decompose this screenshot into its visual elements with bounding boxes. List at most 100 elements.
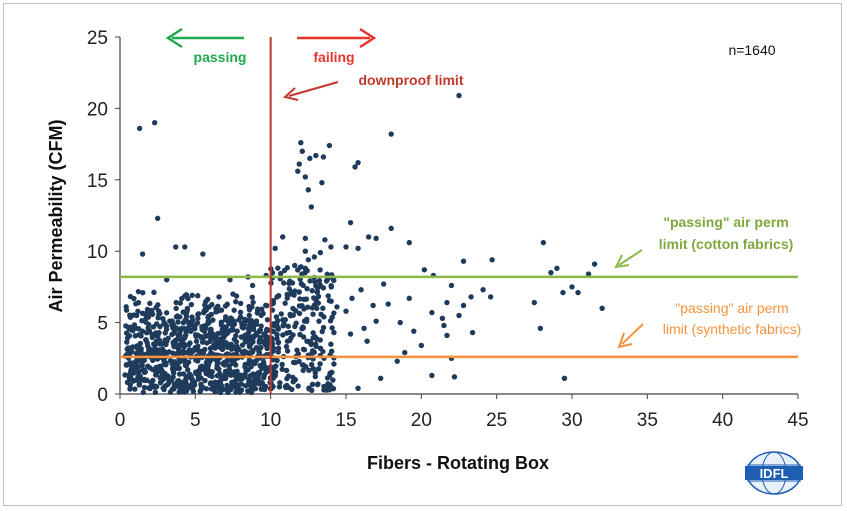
data-point xyxy=(124,339,130,345)
data-point xyxy=(260,385,266,392)
data-point xyxy=(250,359,256,365)
data-point xyxy=(281,267,288,274)
data-point xyxy=(272,245,278,252)
data-point xyxy=(189,380,195,387)
data-point xyxy=(317,249,324,256)
data-point xyxy=(180,371,187,377)
data-point xyxy=(200,384,206,391)
y-tick-label: 15 xyxy=(87,171,108,192)
data-point xyxy=(304,285,310,292)
data-point xyxy=(173,244,179,250)
data-point xyxy=(253,320,259,326)
data-point xyxy=(293,308,299,314)
data-point xyxy=(271,364,277,371)
data-point xyxy=(373,235,379,242)
data-point xyxy=(329,325,335,331)
data-point xyxy=(129,349,135,355)
svg-text:IDFL: IDFL xyxy=(760,466,789,481)
data-point xyxy=(138,348,144,354)
data-point xyxy=(315,381,321,387)
data-point xyxy=(170,339,176,346)
data-point xyxy=(181,358,188,365)
data-point xyxy=(157,323,163,330)
data-point xyxy=(278,270,284,277)
data-point xyxy=(130,327,136,334)
data-point xyxy=(315,366,322,372)
data-point xyxy=(324,271,330,277)
data-point xyxy=(264,326,270,333)
data-point xyxy=(280,332,286,338)
x-tick-label: 10 xyxy=(260,410,281,431)
data-point xyxy=(143,336,149,343)
data-point xyxy=(347,331,354,337)
data-point xyxy=(304,316,310,323)
data-point xyxy=(173,305,179,312)
data-point xyxy=(256,348,262,354)
data-point xyxy=(216,294,222,300)
data-point xyxy=(252,332,258,339)
data-point xyxy=(298,281,305,287)
data-point xyxy=(127,312,133,318)
data-point xyxy=(224,351,230,357)
data-point xyxy=(285,373,292,379)
data-point xyxy=(202,377,208,384)
data-point xyxy=(160,316,166,322)
data-point xyxy=(249,336,256,343)
data-point xyxy=(220,342,226,348)
data-point xyxy=(137,340,144,347)
data-point xyxy=(183,317,189,323)
data-point xyxy=(255,374,261,381)
data-point xyxy=(123,362,129,368)
data-point xyxy=(157,310,163,317)
data-point xyxy=(554,265,560,272)
synthetic-label-line2: limit (synthetic fabrics) xyxy=(663,321,801,337)
data-point xyxy=(145,314,151,320)
data-point xyxy=(224,382,230,389)
data-point xyxy=(216,385,222,391)
data-point xyxy=(176,389,182,395)
data-point xyxy=(209,369,215,375)
n-label: n=1640 xyxy=(728,42,775,58)
data-point xyxy=(448,282,455,289)
data-point xyxy=(296,310,303,317)
data-point xyxy=(328,348,335,354)
data-point xyxy=(421,267,428,273)
data-point xyxy=(140,389,147,396)
data-point xyxy=(166,377,172,383)
data-point xyxy=(307,155,313,162)
data-point xyxy=(152,389,159,395)
data-point xyxy=(388,131,394,137)
data-point xyxy=(313,152,319,159)
data-point xyxy=(233,389,239,395)
data-point xyxy=(300,367,306,374)
data-point xyxy=(297,331,303,338)
data-point xyxy=(317,345,324,351)
data-point xyxy=(190,348,196,354)
data-point xyxy=(227,368,233,375)
data-point xyxy=(195,293,201,299)
data-point xyxy=(166,349,172,355)
data-point xyxy=(246,377,252,383)
data-point xyxy=(146,321,152,328)
x-tick-label: 45 xyxy=(787,410,808,431)
data-point xyxy=(328,283,334,289)
data-point xyxy=(233,333,239,339)
data-point xyxy=(196,370,202,377)
data-point xyxy=(330,385,337,392)
data-point xyxy=(312,279,318,285)
data-point xyxy=(246,344,253,350)
data-point xyxy=(163,310,170,316)
data-point xyxy=(183,332,189,338)
data-point xyxy=(331,361,337,367)
data-point xyxy=(308,361,315,368)
data-point xyxy=(254,308,261,315)
data-point xyxy=(276,384,283,390)
data-point xyxy=(159,346,166,352)
data-point xyxy=(200,251,206,257)
data-point xyxy=(152,383,159,389)
data-point xyxy=(302,235,309,242)
data-point xyxy=(308,204,315,210)
data-point xyxy=(207,338,213,345)
data-point xyxy=(197,388,203,394)
data-point xyxy=(212,336,218,342)
